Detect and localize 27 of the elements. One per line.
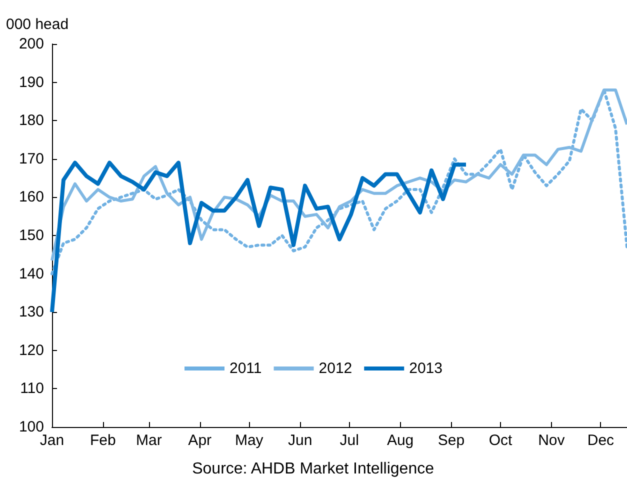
y-tick-label: 180	[18, 112, 44, 130]
x-tick-label: Jul	[340, 432, 359, 449]
y-tick-label: 170	[18, 150, 44, 168]
x-tick-label: Nov	[538, 432, 566, 449]
x-tick-label: Feb	[90, 432, 116, 449]
y-tick-label: 150	[18, 227, 44, 244]
legend-label: 2013	[409, 360, 443, 377]
x-tick-label: May	[234, 432, 264, 449]
y-axis-title: 000 head	[6, 16, 69, 33]
y-tick-label: 160	[18, 188, 44, 206]
line-series	[50, 160, 468, 314]
x-tick-label: Aug	[386, 432, 414, 449]
legend-label: 2011	[230, 360, 262, 377]
source-note: Source: AHDB Market Intelligence	[192, 460, 434, 478]
y-tick-label: 120	[18, 342, 44, 359]
y-tick-label: 110	[20, 380, 44, 398]
x-tick-label: Jun	[288, 432, 312, 449]
x-tick-label: Apr	[188, 432, 212, 449]
y-tick-label: 200	[18, 36, 44, 52]
y-tick-label: 130	[18, 304, 44, 321]
x-tick-label: Dec	[587, 432, 615, 449]
legend-label: 2012	[318, 360, 352, 377]
y-tick-label: 190	[18, 74, 44, 91]
x-tick-label: Sep	[438, 432, 465, 449]
x-tick-label: Mar	[136, 432, 162, 449]
y-tick-label: 140	[18, 265, 44, 282]
x-tick-label: Oct	[488, 432, 513, 449]
